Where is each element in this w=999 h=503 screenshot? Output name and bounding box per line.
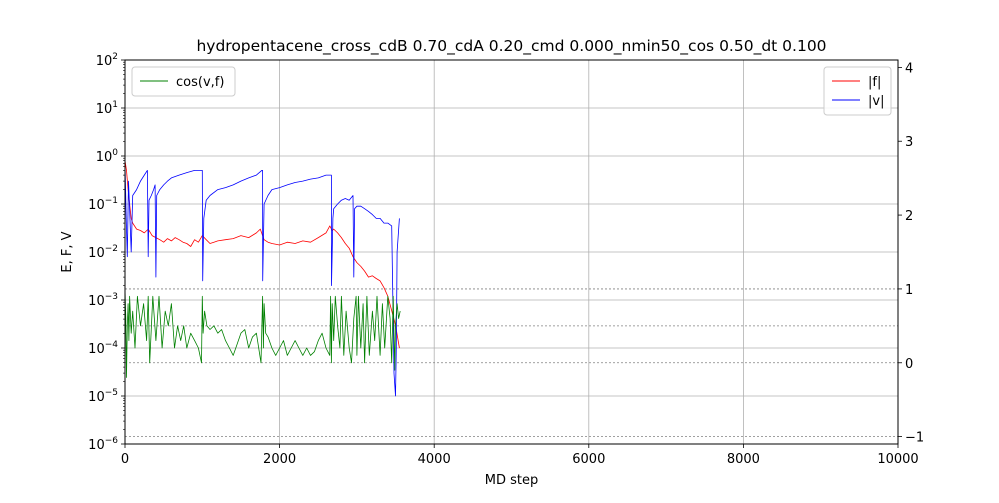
y-left-tick-label: 10−6 <box>88 436 118 453</box>
y-right-tick-label: 1 <box>905 283 913 298</box>
y-left-tick-label: 102 <box>96 52 118 69</box>
legend-left: cos(v,f) <box>131 66 236 97</box>
chart-title: hydropentacene_cross_cdB 0.70_cdA 0.20_c… <box>196 37 826 56</box>
x-tick-label: 10000 <box>877 452 918 467</box>
legend-box <box>823 66 892 116</box>
y-left-tick-label: 10−2 <box>88 244 118 261</box>
y-left-tick-label: 10−1 <box>88 196 118 213</box>
y-left-tick-label: 100 <box>96 148 119 165</box>
x-tick-label: 4000 <box>418 452 451 467</box>
y-left-tick-label: 10−5 <box>88 388 118 405</box>
series-line-v <box>125 163 400 397</box>
reference-lines <box>125 288 898 438</box>
y-left-tick-label: 10−4 <box>88 340 118 357</box>
legend-entry-label: cos(v,f) <box>176 75 224 90</box>
x-tick-label: 2000 <box>263 452 296 467</box>
y-right-tick-label: 4 <box>905 61 913 76</box>
legend-entry-label: |v| <box>868 94 884 109</box>
y-axis-right: −1 0 1 2 3 4 <box>898 61 924 446</box>
series-group <box>125 160 401 397</box>
x-axis: 0 2000 4000 6000 8000 10000 <box>121 444 919 467</box>
y-left-tick-label: 10−3 <box>88 292 118 309</box>
y-right-tick-label: 2 <box>905 209 913 224</box>
x-tick-label: 6000 <box>572 452 605 467</box>
series-line-f <box>125 160 400 349</box>
legend-right: |f| |v| <box>823 66 892 116</box>
legend-box <box>131 66 236 97</box>
x-tick-label: 0 <box>121 452 129 467</box>
y-right-tick-label: 0 <box>905 357 913 372</box>
y-axis-label: E, F, V <box>60 231 75 272</box>
legend-entry-label: |f| <box>868 75 881 90</box>
series-line-cos <box>125 288 401 378</box>
x-tick-label: 8000 <box>727 452 760 467</box>
x-axis-label: MD step <box>485 473 538 488</box>
y-left-tick-label: 101 <box>96 100 118 117</box>
y-right-tick-label: −1 <box>905 431 924 446</box>
y-right-tick-label: 3 <box>905 135 913 150</box>
y-axis-left: 10−6 10−5 10−4 10−3 10−2 10−1 100 101 102 <box>88 52 125 453</box>
